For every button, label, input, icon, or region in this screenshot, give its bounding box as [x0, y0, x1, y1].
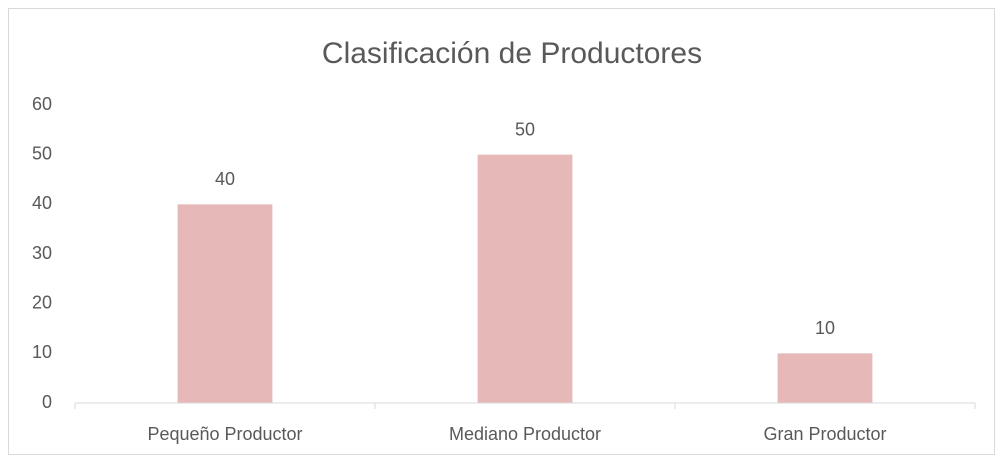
y-tick-label: 40 [32, 193, 52, 213]
data-label: 10 [815, 318, 835, 338]
bar [777, 353, 873, 403]
y-tick-label: 50 [32, 143, 52, 163]
data-label: 40 [215, 169, 235, 189]
x-tick-label: Pequeño Productor [147, 424, 302, 444]
y-tick-label: 0 [42, 392, 52, 412]
y-tick-label: 10 [32, 342, 52, 362]
chart-title: Clasificación de Productores [322, 37, 702, 70]
bar [177, 204, 273, 403]
x-tick-label: Mediano Productor [449, 424, 601, 444]
x-tick-label: Gran Productor [763, 424, 886, 444]
y-tick-label: 30 [32, 243, 52, 263]
bar [477, 154, 573, 403]
y-tick-label: 20 [32, 292, 52, 312]
y-tick-label: 60 [32, 94, 52, 114]
data-label: 50 [515, 119, 535, 139]
